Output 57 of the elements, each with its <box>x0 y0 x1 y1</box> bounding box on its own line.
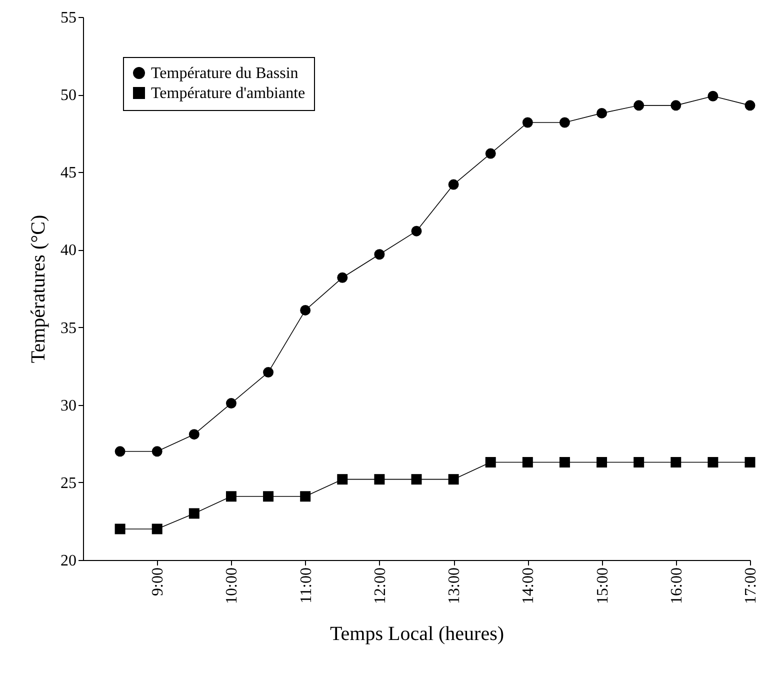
point <box>300 304 311 316</box>
x-tick-label: 16:00 <box>668 568 686 604</box>
point <box>226 398 236 409</box>
point <box>300 491 311 502</box>
x-tick-label: 9:00 <box>150 568 167 596</box>
point <box>596 108 608 118</box>
y-tick-label: 55 <box>60 10 76 26</box>
point <box>670 457 682 468</box>
point <box>522 457 533 468</box>
point <box>670 100 682 111</box>
point <box>522 117 533 128</box>
point <box>634 457 644 468</box>
point <box>337 272 348 283</box>
x-tick-label: 15:00 <box>594 568 612 604</box>
point <box>634 100 644 111</box>
point <box>485 148 496 159</box>
y-tick-label: 20 <box>60 552 76 570</box>
x-tick-label: 14:00 <box>520 568 538 604</box>
x-tick-label: 13:00 <box>446 568 464 604</box>
point <box>226 491 236 502</box>
point <box>114 446 126 457</box>
point <box>448 179 459 190</box>
point <box>263 367 274 378</box>
point <box>559 457 570 468</box>
legend-label: Température d'ambiante <box>151 85 306 102</box>
point <box>708 90 718 102</box>
point <box>188 429 200 440</box>
point <box>337 474 348 485</box>
y-tick-label: 25 <box>60 474 76 492</box>
point <box>485 457 496 468</box>
point <box>374 474 385 485</box>
point <box>152 524 162 534</box>
y-tick-label: 50 <box>60 87 76 104</box>
point <box>744 100 756 111</box>
point <box>708 457 718 468</box>
point <box>448 474 459 485</box>
x-axis-title: Temps Local (heures) <box>330 622 504 645</box>
point <box>411 474 422 485</box>
y-axis-title: Températures (°C) <box>28 214 50 364</box>
y-tick-label: 40 <box>60 242 76 260</box>
y-tick-label: 45 <box>60 164 76 182</box>
point <box>411 226 422 236</box>
point <box>188 508 200 519</box>
point <box>559 117 570 128</box>
point <box>263 491 274 502</box>
point <box>744 457 756 468</box>
x-tick-label: 11:00 <box>298 568 315 604</box>
x-tick-label: 17:00 <box>742 568 760 604</box>
point <box>596 457 608 468</box>
legend-label: Température du Bassin <box>151 65 298 82</box>
point <box>114 524 126 534</box>
x-tick-label: 12:00 <box>372 568 389 604</box>
y-tick-label: 35 <box>60 320 76 337</box>
point <box>152 446 162 457</box>
y-tick-label: 30 <box>60 397 76 414</box>
x-tick-label: 10:00 <box>224 568 241 604</box>
point <box>374 249 385 260</box>
